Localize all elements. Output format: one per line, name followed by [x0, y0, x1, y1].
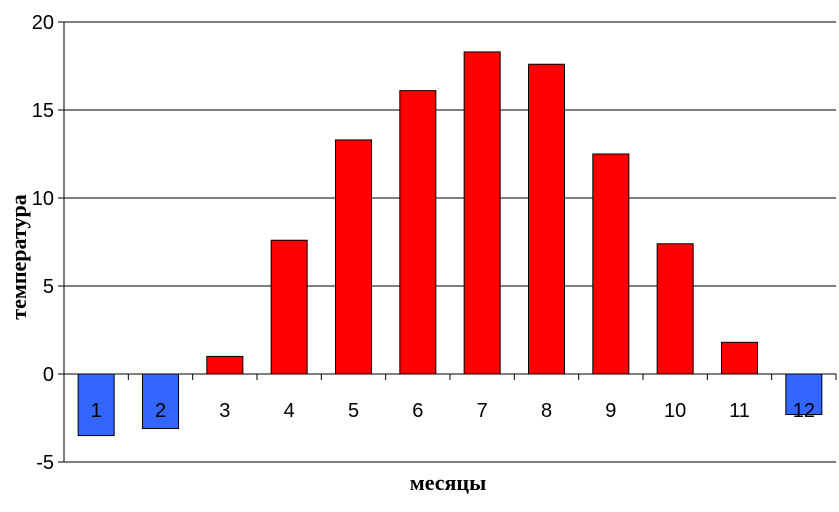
- x-axis-title: месяцы: [410, 470, 487, 495]
- y-tick-label: 5: [43, 276, 54, 298]
- bar-month-5: [334, 139, 373, 375]
- x-tick-label: 9: [605, 400, 616, 422]
- y-tick-label: 15: [32, 100, 54, 122]
- x-tick-label: 6: [412, 400, 423, 422]
- x-tick-label: 5: [348, 400, 359, 422]
- bar-month-12: [785, 373, 823, 415]
- bar-month-11: [720, 341, 759, 375]
- bar-month-10: [656, 243, 694, 375]
- x-tick-label: 4: [284, 400, 295, 422]
- bar-month-4: [270, 239, 308, 375]
- axes: [58, 21, 837, 463]
- bar-month-9: [592, 153, 630, 375]
- x-tick-label: 10: [664, 400, 686, 422]
- y-tick-label: 10: [32, 188, 54, 210]
- y-tick-label: -5: [36, 452, 54, 474]
- bar-month-8: [527, 63, 566, 375]
- x-tick-label: 11: [729, 400, 750, 422]
- x-tick-label: 2: [155, 400, 166, 422]
- x-tick-label: 8: [541, 400, 552, 422]
- bar-month-7: [463, 51, 501, 375]
- x-tick-label: 12: [793, 400, 815, 422]
- bar-month-1: [77, 373, 115, 437]
- x-tick-label: 7: [477, 400, 488, 422]
- bar-month-3: [206, 355, 244, 375]
- x-tick-label: 3: [219, 400, 230, 422]
- bars: [77, 51, 823, 437]
- y-tick-label: 20: [32, 12, 54, 34]
- bar-month-2: [141, 373, 180, 430]
- x-tick-label: 1: [91, 400, 102, 422]
- y-axis-title: температура: [6, 194, 31, 319]
- y-tick-label: 0: [43, 364, 54, 386]
- gridlines: [64, 21, 836, 287]
- bar-month-6: [399, 90, 437, 375]
